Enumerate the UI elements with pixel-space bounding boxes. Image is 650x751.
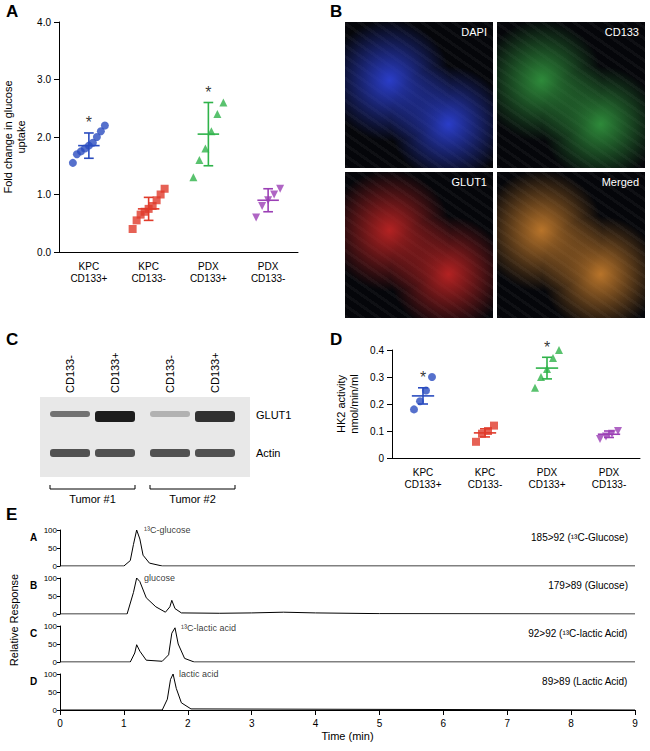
svg-text:PDX: PDX [198,261,219,272]
svg-text:4: 4 [313,718,319,729]
svg-text:92>92 (¹³C-lactic Acid): 92>92 (¹³C-lactic Acid) [528,628,627,639]
svg-text:CD133-: CD133- [251,273,285,284]
svg-text:50: 50 [48,592,57,601]
html-text:DAPI: DAPI [461,26,487,38]
svg-text:CD133-: CD133- [468,479,502,490]
svg-text:0.2: 0.2 [370,399,384,410]
svg-text:0: 0 [53,562,58,571]
svg-text:KPC: KPC [413,467,434,478]
svg-text:8: 8 [568,718,574,729]
svg-text:*: * [420,369,426,386]
svg-text:PDX: PDX [258,261,279,272]
svg-text:CD133-: CD133- [131,273,165,284]
svg-text:Fold change in glucose: Fold change in glucose [2,80,14,193]
svg-text:2.0: 2.0 [37,132,51,143]
svg-text:Tumor #1: Tumor #1 [69,493,116,505]
svg-text:100: 100 [44,622,58,631]
svg-text:0.3: 0.3 [370,372,384,383]
svg-text:Tumor #2: Tumor #2 [169,493,216,505]
svg-text:0.0: 0.0 [37,247,51,258]
svg-text:CD133+: CD133+ [109,352,121,393]
html-text:GLUT1: GLUT1 [451,176,487,188]
svg-text:*: * [86,114,92,131]
svg-text:Time (min): Time (min) [321,730,373,742]
svg-text:100: 100 [44,670,58,679]
svg-text:7: 7 [504,718,510,729]
html-text:D: D [330,330,343,349]
svg-text:1.0: 1.0 [37,189,51,200]
svg-text:0: 0 [57,718,63,729]
svg-text:A: A [30,532,37,543]
svg-text:100: 100 [44,526,58,535]
svg-text:KPC: KPC [79,261,100,272]
svg-text:9: 9 [632,718,638,729]
svg-text:50: 50 [48,544,57,553]
svg-text:uptake: uptake [15,120,27,153]
svg-text:CD133-: CD133- [592,479,626,490]
svg-text:C: C [30,628,37,639]
svg-text:2: 2 [185,718,191,729]
svg-text:CD133+: CD133+ [70,273,107,284]
svg-text:0.1: 0.1 [370,426,384,437]
svg-text:PDX: PDX [599,467,620,478]
svg-text:0: 0 [53,610,58,619]
svg-text:CD133+: CD133+ [405,479,442,490]
svg-text:nmol/min/ml: nmol/min/ml [348,374,360,433]
svg-text:CD133-: CD133- [164,355,176,393]
svg-text:5: 5 [377,718,383,729]
html-text:A: A [6,2,19,21]
html-text:CD133: CD133 [604,26,639,38]
svg-text:50: 50 [48,688,57,697]
svg-text:GLUT1: GLUT1 [256,409,291,421]
svg-text:KPC: KPC [138,261,159,272]
svg-text:0: 0 [378,453,384,464]
svg-text:185>92 (¹³C-Glucose): 185>92 (¹³C-Glucose) [531,532,628,543]
svg-text:¹³C-glucose: ¹³C-glucose [144,525,191,535]
svg-text:0: 0 [53,706,58,715]
svg-text:50: 50 [48,640,57,649]
html-text:E: E [6,505,18,524]
svg-text:D: D [30,676,37,687]
svg-text:100: 100 [44,574,58,583]
html-text:C: C [6,330,19,349]
svg-text:CD133+: CD133+ [190,273,227,284]
svg-text:0.4: 0.4 [370,345,384,356]
svg-text:89>89 (Lactic Acid): 89>89 (Lactic Acid) [542,676,627,687]
svg-text:KPC: KPC [475,467,496,478]
svg-text:*: * [205,84,211,101]
html-text:B: B [330,2,343,21]
svg-text:3: 3 [249,718,255,729]
html-text:Merged: Merged [601,176,639,188]
svg-text:CD133-: CD133- [64,355,76,393]
svg-text:6: 6 [441,718,447,729]
svg-text:HK2 activity: HK2 activity [335,374,347,433]
svg-text:1: 1 [121,718,127,729]
svg-text:CD133+: CD133+ [209,352,221,393]
svg-text:¹³C-lactic acid: ¹³C-lactic acid [181,623,236,633]
svg-text:B: B [30,580,37,591]
svg-text:4.0: 4.0 [37,17,51,28]
svg-text:Actin: Actin [256,447,280,459]
svg-text:3.0: 3.0 [37,74,51,85]
svg-text:0: 0 [53,658,58,667]
svg-text:Relative Response: Relative Response [8,574,20,666]
svg-text:PDX: PDX [537,467,558,478]
svg-text:179>89 (Glucose): 179>89 (Glucose) [548,580,628,591]
svg-text:*: * [544,339,550,356]
svg-text:CD133+: CD133+ [529,479,566,490]
svg-text:glucose: glucose [144,573,175,583]
svg-text:lactic acid: lactic acid [179,669,219,679]
